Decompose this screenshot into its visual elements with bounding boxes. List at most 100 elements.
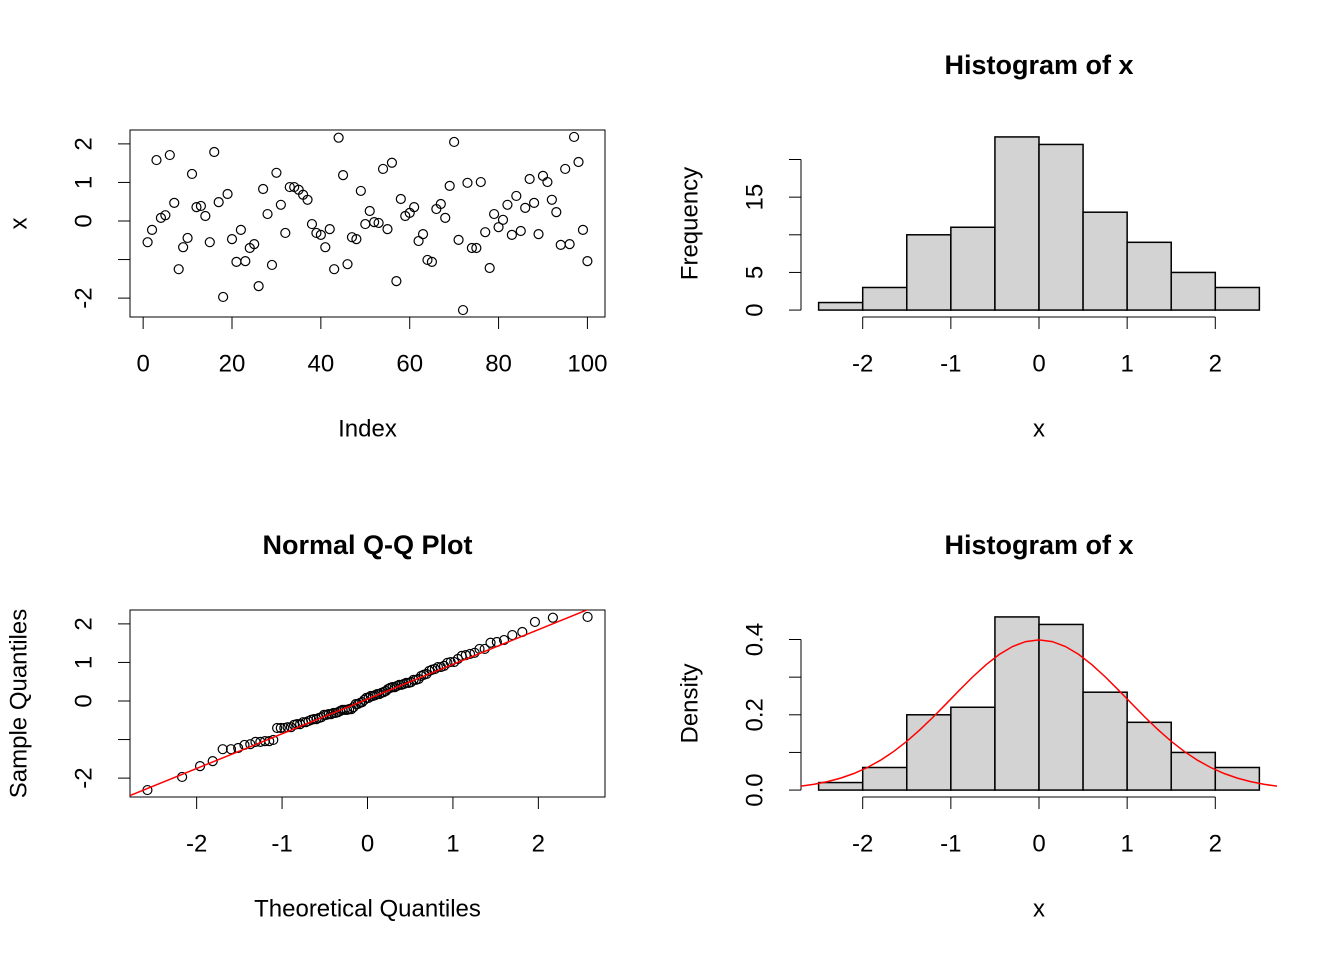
y-axis-label: x [5, 218, 32, 230]
x-tick-label: 0 [1032, 830, 1045, 857]
bar [950, 706, 996, 791]
bar [861, 286, 908, 311]
point [382, 223, 393, 235]
y-axis-label: Frequency [676, 167, 703, 280]
y-tick-label: 5 [741, 266, 768, 279]
point [409, 202, 420, 213]
point [178, 242, 189, 253]
y-axis-label: Density [676, 663, 703, 743]
point [275, 199, 286, 210]
point [466, 242, 478, 254]
point [217, 744, 228, 755]
bar [1038, 143, 1084, 311]
x-tick-label: 2 [1209, 830, 1222, 857]
point [502, 199, 513, 210]
y-tick-label: 0.2 [741, 698, 768, 731]
point [259, 735, 271, 747]
point [271, 167, 282, 178]
point [169, 197, 180, 208]
x-tick-label: -2 [852, 830, 873, 857]
bar [994, 616, 1040, 791]
point [373, 217, 384, 229]
point [249, 239, 260, 250]
point [426, 256, 438, 267]
qq-line [130, 610, 589, 797]
point [542, 176, 553, 188]
bar [1214, 286, 1261, 311]
x-tick-label: 2 [532, 830, 545, 857]
point [506, 229, 517, 240]
chart-title: Normal Q-Q Plot [262, 530, 472, 560]
y-tick-label: 0 [741, 303, 768, 316]
x-tick-label: 2 [1209, 350, 1222, 377]
point [582, 611, 593, 623]
point [222, 188, 233, 200]
point [377, 163, 389, 175]
x-tick-label: -1 [940, 350, 961, 377]
point [195, 200, 207, 212]
y-tick-label: 2 [70, 137, 97, 150]
point [324, 223, 335, 235]
panel: Histogram of x -2 -1 0 1 2 0.0 0.2 0.4 x Density [676, 530, 1278, 922]
point [191, 202, 202, 213]
point [146, 224, 158, 235]
point [369, 217, 380, 228]
point [326, 709, 337, 720]
point [333, 132, 344, 143]
point [364, 205, 375, 217]
point [573, 156, 584, 168]
point [577, 224, 589, 235]
panel: Histogram of x -2 -1 0 1 2 0 5 15 x Frequency [676, 50, 1261, 442]
point [391, 276, 402, 287]
x-axis-label: Theoretical Quantiles [254, 895, 481, 922]
x-tick-label: 100 [567, 350, 607, 377]
point [480, 227, 491, 238]
point [475, 176, 486, 188]
point [142, 237, 153, 248]
point [311, 227, 322, 239]
point [306, 218, 318, 230]
point [485, 637, 496, 648]
point [546, 194, 557, 205]
point [207, 756, 218, 767]
y-tick-label: 0 [70, 694, 97, 707]
point [529, 616, 541, 628]
plot-box [129, 129, 606, 318]
point [462, 177, 473, 188]
point [537, 170, 549, 181]
y-tick-label: 0 [70, 214, 97, 227]
bar [1082, 211, 1128, 311]
x-tick-label: 20 [219, 350, 246, 377]
x-tick-label: -2 [852, 350, 873, 377]
point [233, 742, 244, 754]
plot-box [129, 609, 606, 798]
point [445, 656, 456, 668]
x-axis-label: x [1033, 415, 1045, 442]
point [355, 185, 366, 197]
chart-title: Histogram of x [944, 530, 1133, 560]
x-tick-label: 1 [1120, 350, 1133, 377]
point [564, 239, 575, 250]
point [453, 234, 464, 245]
x-tick-label: 0 [1032, 350, 1045, 377]
point [160, 210, 171, 221]
point [395, 193, 406, 205]
point [151, 154, 162, 166]
point [497, 214, 509, 225]
point [369, 690, 381, 701]
y-tick-label: 15 [741, 184, 768, 211]
bar [817, 301, 864, 311]
point [320, 242, 331, 253]
y-tick-label: 1 [70, 176, 97, 189]
point [360, 218, 371, 230]
point [489, 208, 500, 220]
point [231, 256, 242, 267]
point [240, 255, 251, 267]
bar [817, 781, 864, 791]
point [173, 264, 184, 275]
point [266, 259, 278, 271]
x-tick-label: 80 [485, 350, 512, 377]
point [164, 149, 175, 161]
